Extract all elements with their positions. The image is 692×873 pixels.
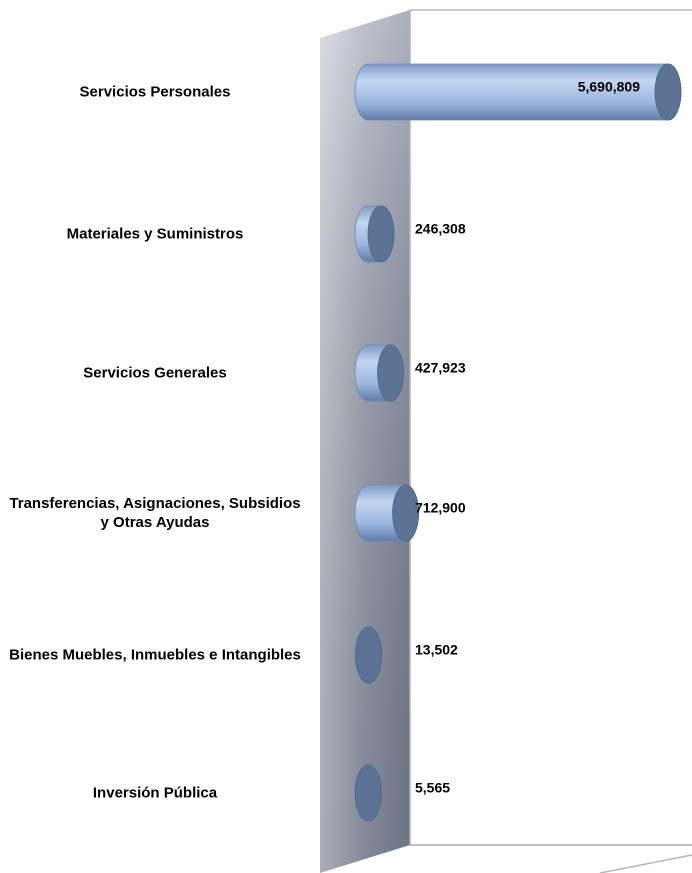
category-label: Servicios Generales	[83, 364, 227, 382]
bar-cap	[367, 205, 395, 263]
category-label: Materiales y Suministros	[66, 225, 244, 243]
side-wall-shade	[320, 10, 410, 873]
value-label: 5,565	[415, 780, 450, 796]
value-label: 13,502	[415, 642, 458, 658]
value-label: 246,308	[415, 221, 466, 237]
bar-cap	[354, 764, 382, 822]
category-label: Bienes Muebles, Inmuebles e Intangibles	[9, 646, 301, 664]
value-label: 5,690,809	[578, 79, 640, 95]
bar-cap	[377, 344, 404, 402]
category-label: Transferencias, Asignaciones, Subsidios …	[9, 495, 301, 531]
category-label: Servicios Personales	[79, 83, 231, 101]
value-label: 712,900	[415, 500, 466, 516]
back-wall	[409, 9, 692, 846]
floor-edge	[599, 854, 692, 873]
value-label: 427,923	[415, 360, 466, 376]
category-label: Inversión Pública	[92, 784, 218, 802]
bar-cap	[654, 63, 682, 121]
bar-cap	[392, 484, 419, 542]
bar-cap	[355, 626, 383, 684]
